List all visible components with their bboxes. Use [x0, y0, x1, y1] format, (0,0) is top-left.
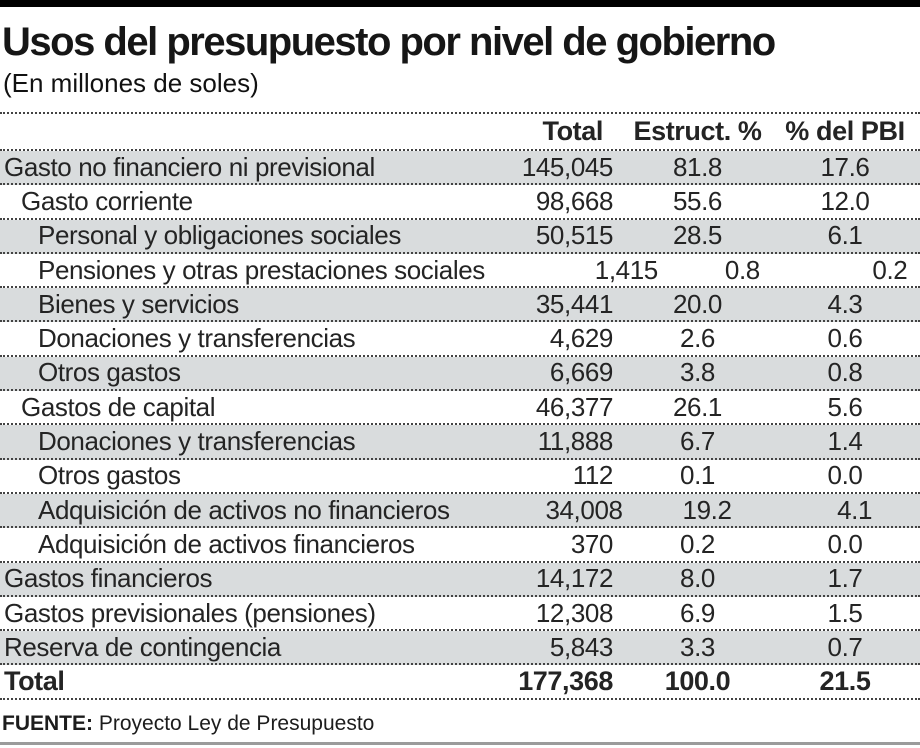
- table-row: Personal y obligaciones sociales 50,515 …: [0, 219, 920, 254]
- cell-pbi: 0.0: [827, 528, 863, 559]
- cell-pbi: 0.7: [827, 631, 863, 662]
- cell-pbi: 0.2: [872, 254, 908, 285]
- table-row: Gasto corriente 98,668 55.6 12.0: [0, 185, 920, 220]
- row-label: Adquisición de activos no financieros: [38, 494, 450, 525]
- table-row: Otros gastos 112 0.1 0.0: [0, 460, 920, 494]
- cell-pbi: 5.6: [827, 391, 863, 422]
- cell-pbi: 0.8: [827, 357, 863, 388]
- table-body: Gasto no financiero ni previsional 145,0…: [0, 151, 920, 700]
- row-label: Reserva de contingencia: [4, 631, 281, 662]
- row-label: Gastos de capital: [21, 391, 216, 422]
- column-header-pbi: % del PBI: [785, 116, 905, 146]
- cell-total: 12,308: [535, 597, 614, 628]
- row-label: Adquisición de activos financieros: [38, 528, 415, 559]
- cell-estruct: 0.1: [680, 460, 715, 491]
- cell-pbi: 1.5: [827, 597, 863, 628]
- table-row: Gastos previsionales (pensiones) 12,308 …: [0, 597, 920, 632]
- table-row: Donaciones y transferencias 11,888 6.7 1…: [0, 425, 920, 460]
- row-label: Gasto no financiero ni previsional: [4, 151, 375, 182]
- top-rule: [0, 0, 920, 7]
- cell-pbi: 17.6: [820, 151, 870, 182]
- row-label: Pensiones y otras prestaciones sociales: [38, 254, 485, 285]
- cell-total: 1,415: [594, 254, 658, 285]
- cell-total: 5,843: [549, 631, 613, 662]
- row-label: Gastos financieros: [4, 563, 213, 594]
- cell-estruct: 0.2: [680, 528, 715, 559]
- column-header-total: Total: [542, 116, 604, 146]
- cell-estruct: 6.7: [680, 426, 715, 457]
- table-row: Adquisición de activos financieros 370 0…: [0, 528, 920, 563]
- source-label: FUENTE:: [2, 711, 93, 735]
- bottom-rule: [0, 741, 920, 745]
- cell-total: 35,441: [535, 288, 614, 319]
- source-text: Proyecto Ley de Presupuesto: [98, 711, 375, 735]
- cell-estruct: 8.0: [680, 563, 715, 594]
- row-label: Donaciones y transferencias: [38, 426, 356, 457]
- row-label: Gasto corriente: [21, 185, 193, 216]
- cell-estruct: 3.8: [680, 357, 715, 388]
- table-row: Otros gastos 6,669 3.8 0.8: [0, 356, 920, 392]
- cell-pbi: 4.1: [837, 494, 873, 525]
- cell-estruct: 2.6: [680, 323, 715, 354]
- cell-total: 98,668: [535, 185, 614, 216]
- cell-total: 112: [572, 460, 614, 491]
- table-row: Total 177,368 100.0 21.5: [0, 665, 920, 700]
- table-row: Gastos de capital 46,377 26.1 5.6: [0, 391, 920, 426]
- cell-total: 370: [570, 528, 614, 559]
- cell-estruct: 26.1: [672, 391, 722, 422]
- cell-estruct: 6.9: [680, 597, 715, 628]
- row-label: Otros gastos: [38, 460, 181, 491]
- budget-table: Total Estruct. % % del PBI Gasto no fina…: [0, 112, 920, 700]
- page-subtitle: (En millones de soles): [3, 68, 259, 98]
- cell-pbi: 12.0: [820, 185, 870, 216]
- cell-pbi: 1.4: [827, 426, 863, 457]
- row-label: Gastos previsionales (pensiones): [4, 597, 376, 628]
- source-line: FUENTE: Proyecto Ley de Presupuesto: [2, 712, 920, 736]
- table-row: Reserva de contingencia 5,843 3.3 0.7: [0, 631, 920, 666]
- cell-pbi: 0.0: [827, 460, 863, 491]
- cell-total: 50,515: [535, 220, 614, 251]
- table-row: Pensiones y otras prestaciones sociales …: [0, 254, 920, 289]
- row-label: Bienes y servicios: [38, 288, 239, 319]
- cell-estruct: 20.0: [672, 288, 722, 319]
- cell-total: 34,008: [545, 494, 623, 525]
- table-row: Donaciones y transferencias 4,629 2.6 0.…: [0, 322, 920, 357]
- cell-pbi: 0.6: [827, 323, 863, 354]
- cell-pbi: 1.7: [827, 563, 863, 594]
- row-label: Total: [4, 666, 65, 697]
- cell-total: 6,669: [549, 357, 613, 388]
- cell-total: 11,888: [537, 426, 614, 457]
- cell-total: 46,377: [535, 391, 614, 422]
- cell-estruct: 100.0: [664, 666, 731, 697]
- column-header-estruct: Estruct. %: [633, 116, 762, 146]
- table-row: Bienes y servicios 35,441 20.0 4.3: [0, 288, 920, 323]
- table-row: Gastos financieros 14,172 8.0 1.7: [0, 562, 920, 597]
- row-label: Personal y obligaciones sociales: [38, 220, 401, 251]
- row-label: Donaciones y transferencias: [38, 323, 356, 354]
- cell-estruct: 28.5: [672, 220, 722, 251]
- cell-estruct: 81.8: [672, 151, 722, 182]
- table-row: Adquisición de activos no financieros 34…: [0, 493, 920, 529]
- row-label: Otros gastos: [38, 357, 181, 388]
- table-header-row: Total Estruct. % % del PBI: [0, 112, 920, 151]
- cell-pbi: 6.1: [827, 220, 863, 251]
- cell-estruct: 3.3: [680, 631, 715, 662]
- table-row: Gasto no financiero ni previsional 145,0…: [0, 151, 920, 186]
- cell-estruct: 19.2: [682, 494, 732, 525]
- cell-total: 4,629: [549, 323, 613, 354]
- cell-pbi: 21.5: [819, 666, 871, 697]
- cell-total: 145,045: [521, 151, 614, 182]
- cell-total: 14,172: [535, 563, 614, 594]
- cell-estruct: 0.8: [724, 254, 760, 285]
- cell-estruct: 55.6: [672, 185, 722, 216]
- page-title: Usos del presupuesto por nivel de gobier…: [2, 20, 776, 64]
- cell-pbi: 4.3: [827, 288, 863, 319]
- cell-total: 177,368: [518, 666, 613, 697]
